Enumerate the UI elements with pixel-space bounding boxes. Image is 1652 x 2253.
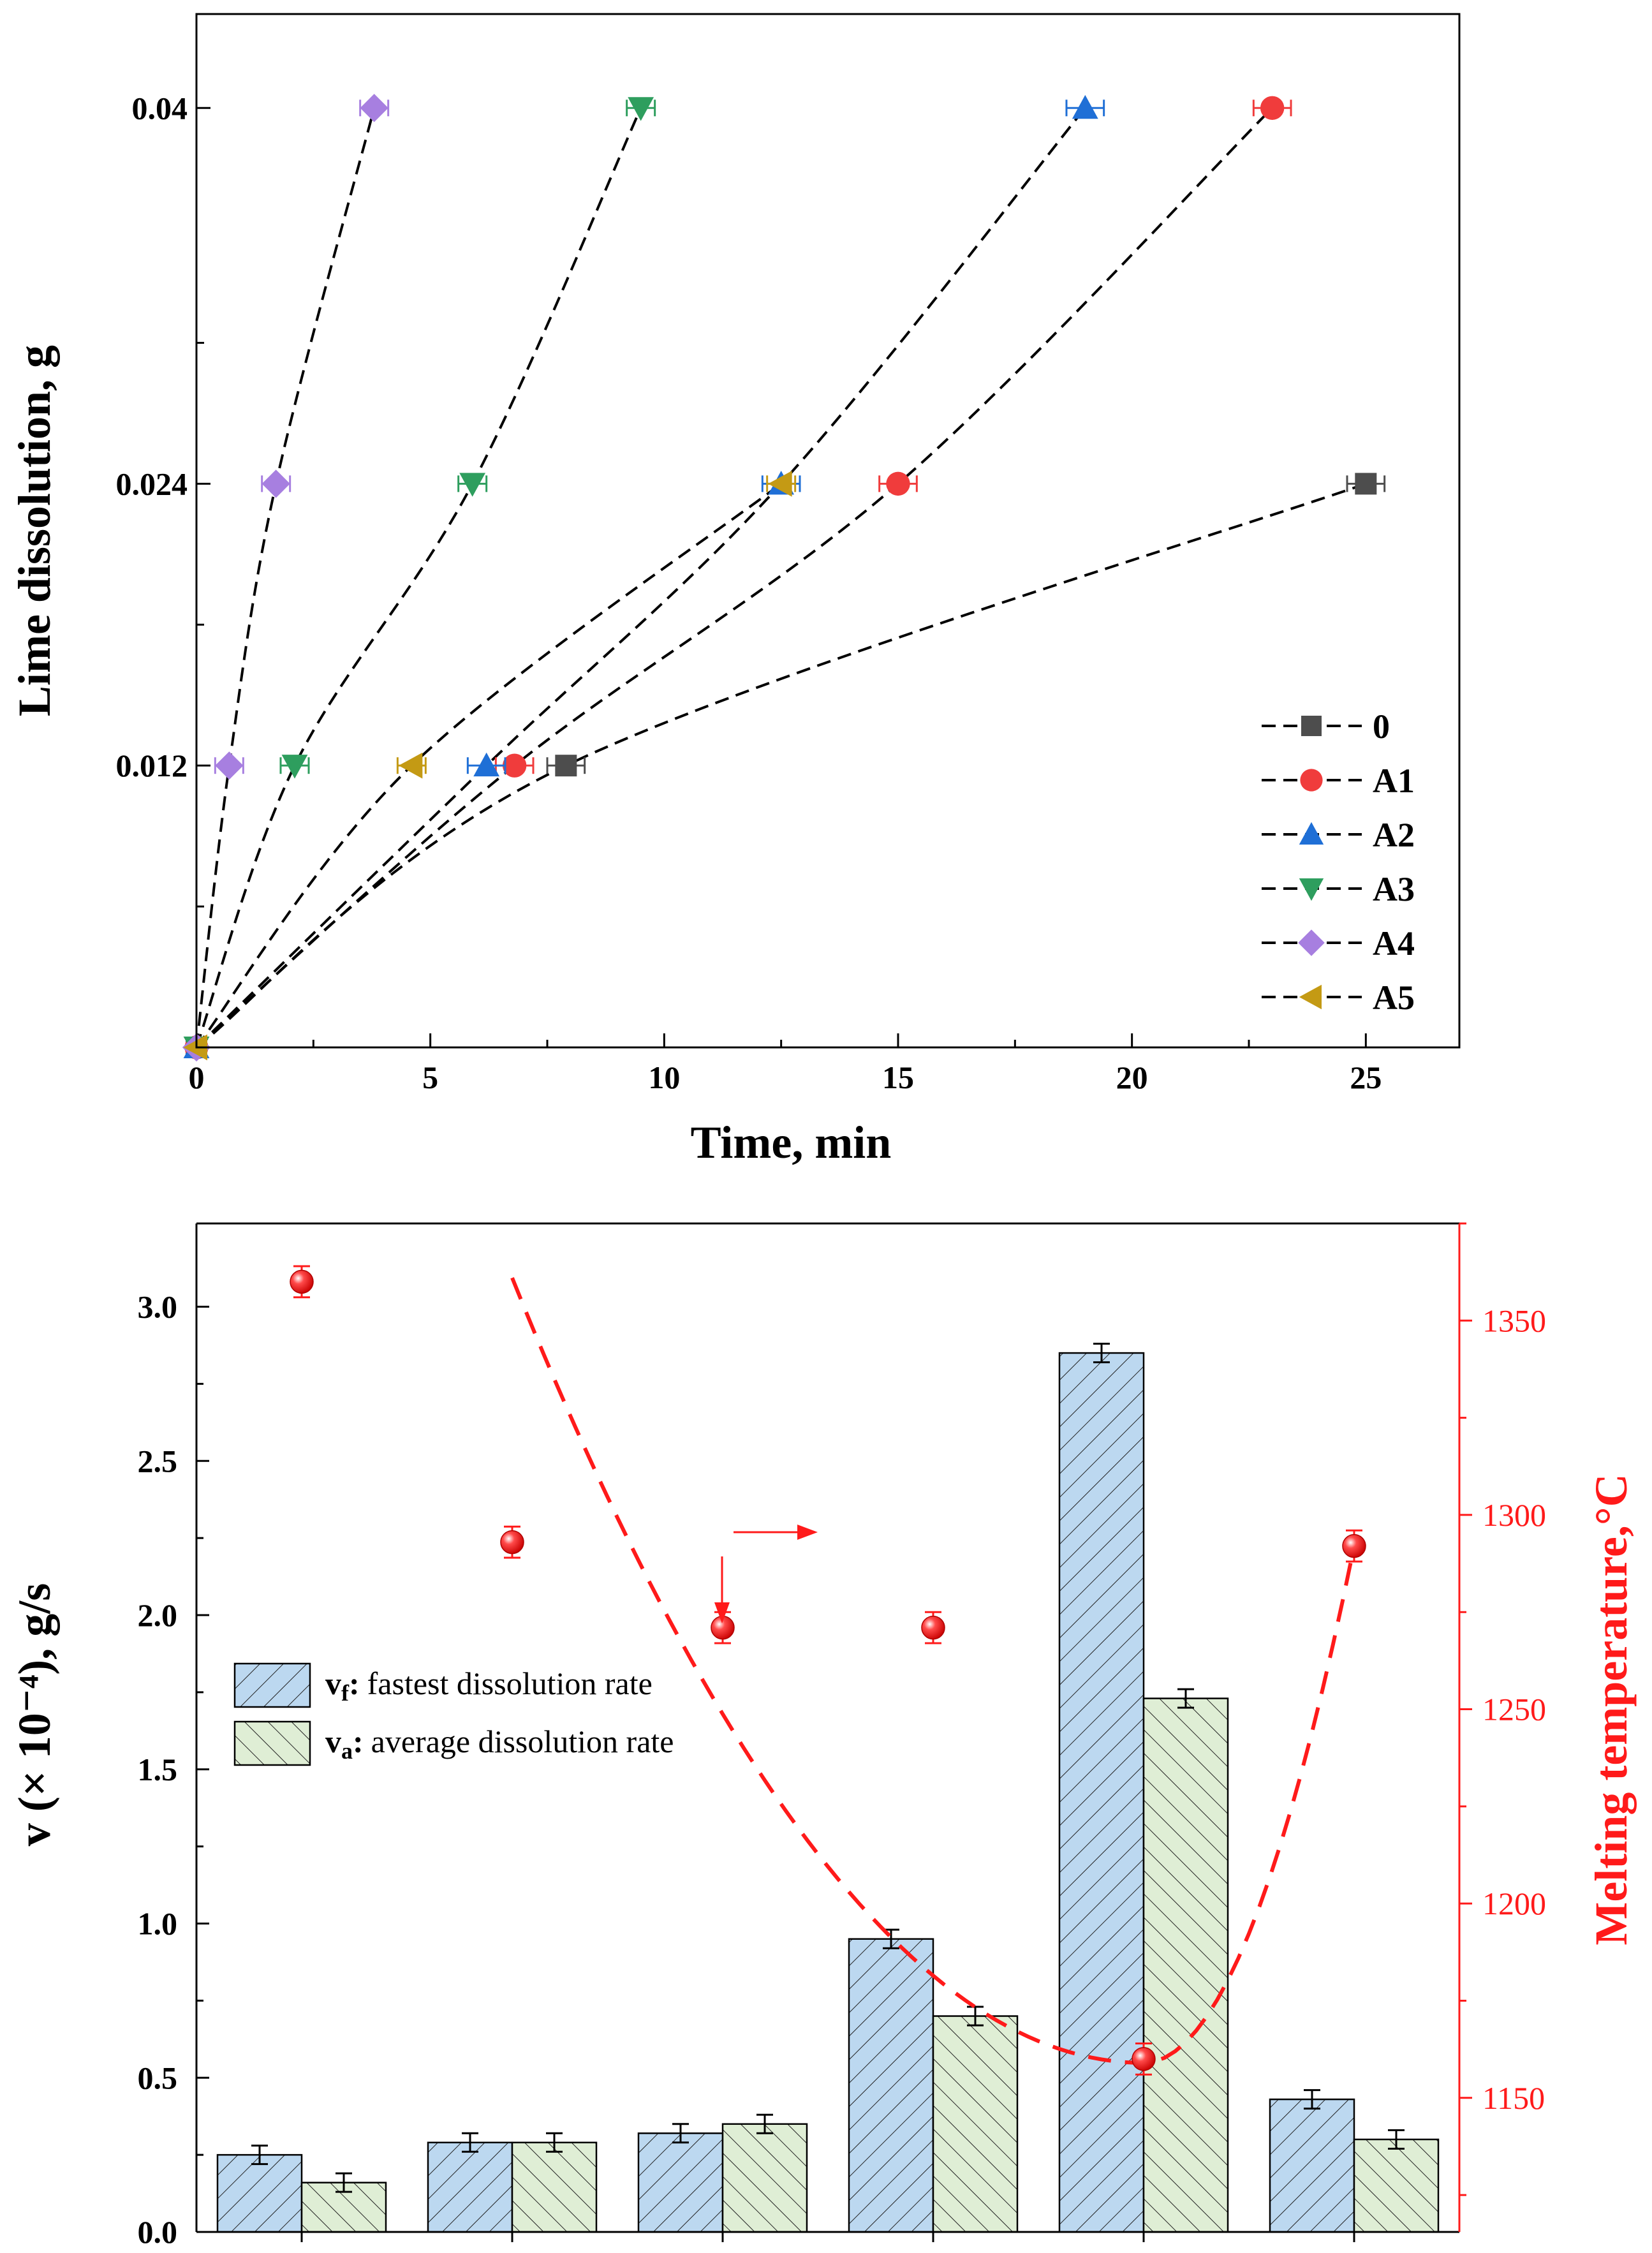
point-A1 (502, 753, 527, 778)
y-axis-label: Lime dissolution, g (9, 345, 60, 716)
legend: 0 A1 A2 A3 A4 A5 (1262, 707, 1415, 1017)
y-tick-label: 3.0 (138, 1289, 178, 1325)
y2-tick-label: 1200 (1482, 1886, 1546, 1921)
fit-line-0 (195, 482, 1366, 1049)
point-A3 (628, 97, 654, 121)
bar-hatch (1353, 2138, 1440, 2233)
axis-indicator-arrows (714, 1525, 818, 1623)
y-tick-label: 0.0 (138, 2214, 178, 2250)
legend-label-A5: A5 (1373, 979, 1415, 1017)
y2-tick-label: 1150 (1482, 2080, 1545, 2116)
bar-hatch (427, 2141, 513, 2233)
arrow-down-icon (714, 1602, 730, 1623)
y2-axis-label: Melting temperature,°C (1586, 1474, 1637, 1945)
bar-hatch (932, 2015, 1019, 2233)
legend-swatch-hatch (233, 1720, 311, 1766)
dissolution-rate-chart: 0.0 0.5 1.0 1.5 2.0 2.5 3.0 1150 1200 1250 1300 13… (9, 1222, 1637, 2250)
temp-point-A1 (500, 1530, 524, 1555)
y-tick-label: 0.04 (132, 90, 188, 126)
plot-frame (195, 13, 1461, 1049)
y-tick-label: 2.5 (138, 1443, 178, 1479)
x-tick-label: 0 (189, 1060, 205, 1095)
legend-label-0: 0 (1373, 707, 1390, 746)
legend-marker-A1 (1300, 769, 1323, 792)
point-A4 (262, 469, 290, 498)
bar-hatch (511, 2141, 598, 2233)
arrow-right-icon (797, 1525, 818, 1540)
fit-line-A3 (195, 107, 642, 1048)
bar-hatch (848, 1938, 934, 2233)
bar-hatch (1269, 2098, 1355, 2233)
point-A2 (1072, 94, 1098, 119)
point-A4 (215, 751, 244, 780)
y-tick-label: 0.012 (116, 748, 188, 783)
point-A4 (360, 94, 388, 122)
bar-hatch (1058, 1352, 1145, 2233)
y-tick-label: 1.5 (138, 1752, 178, 1787)
legend-swatch-hatch (233, 1662, 311, 1708)
legend-label-A2: A2 (1373, 816, 1415, 854)
point-0 (1355, 473, 1377, 495)
legend-marker-A5 (1299, 984, 1322, 1010)
x-tick-label: 25 (1350, 1060, 1382, 1095)
temp-point-A4 (1132, 2047, 1156, 2071)
bar-hatch (1142, 1697, 1229, 2233)
y-tick-label: 0.5 (138, 2060, 178, 2095)
melting-temperature-series (290, 1265, 1366, 2076)
fit-line-A4 (195, 107, 376, 1048)
point-A5 (398, 752, 423, 779)
legend-label-f: vf: fastest dissolution rate (325, 1666, 653, 1706)
dissolution-time-chart: 0 5 10 15 20 25 0.012 0.024 0.04 Time, min Lime… (9, 13, 1461, 1168)
legend: vf: fastest dissolution rate va: average di… (233, 1662, 674, 1766)
y-tick-label: 1.0 (138, 1906, 178, 1942)
point-0 (555, 755, 577, 777)
point-A5 (183, 1034, 207, 1061)
point-A2 (473, 752, 500, 777)
legend-marker-A3 (1299, 878, 1324, 901)
temp-point-0 (290, 1269, 314, 1294)
point-A3 (281, 755, 308, 779)
point-A1 (886, 471, 910, 496)
y-tick-label: 0.024 (116, 466, 188, 501)
y2-tick-label: 1350 (1482, 1303, 1546, 1338)
bars (216, 1343, 1440, 2233)
y-tick-label: 2.0 (138, 1597, 178, 1633)
temp-point-A3 (921, 1615, 945, 1640)
bar-hatch (721, 2123, 808, 2233)
fit-line-A2 (195, 107, 1086, 1049)
legend-label-A4: A4 (1373, 924, 1415, 963)
fit-lines (195, 107, 1366, 1049)
fit-line-A1 (195, 107, 1274, 1049)
legend-marker-A4 (1298, 929, 1325, 956)
x-tick-label: 20 (1116, 1060, 1148, 1095)
bar-hatch (637, 2132, 724, 2233)
point-A1 (1260, 96, 1285, 120)
y2-tick-label: 1300 (1482, 1497, 1546, 1533)
x-axis-label: Time, min (691, 1117, 892, 1168)
y-axis-label: v (× 10⁻⁴), g/s (9, 1583, 60, 1847)
point-A5 (768, 470, 792, 497)
x-tick-label: 5 (422, 1060, 438, 1095)
melting-fit-curve (510, 1277, 1356, 2065)
legend-marker-A2 (1299, 822, 1324, 845)
point-A3 (459, 473, 486, 497)
temp-point-A5 (1342, 1533, 1366, 1558)
x-tick-label: 10 (648, 1060, 680, 1095)
legend-label-A3: A3 (1373, 870, 1415, 908)
bar-hatch (216, 2153, 303, 2233)
legend-label-a: va: average dissolution rate (325, 1724, 674, 1764)
x-tick-label: 15 (882, 1060, 914, 1095)
fit-line-A5 (195, 482, 782, 1049)
data-points (182, 94, 1386, 1062)
y2-tick-label: 1250 (1482, 1692, 1546, 1727)
legend-marker-0 (1301, 716, 1322, 736)
legend-label-A1: A1 (1373, 762, 1415, 800)
